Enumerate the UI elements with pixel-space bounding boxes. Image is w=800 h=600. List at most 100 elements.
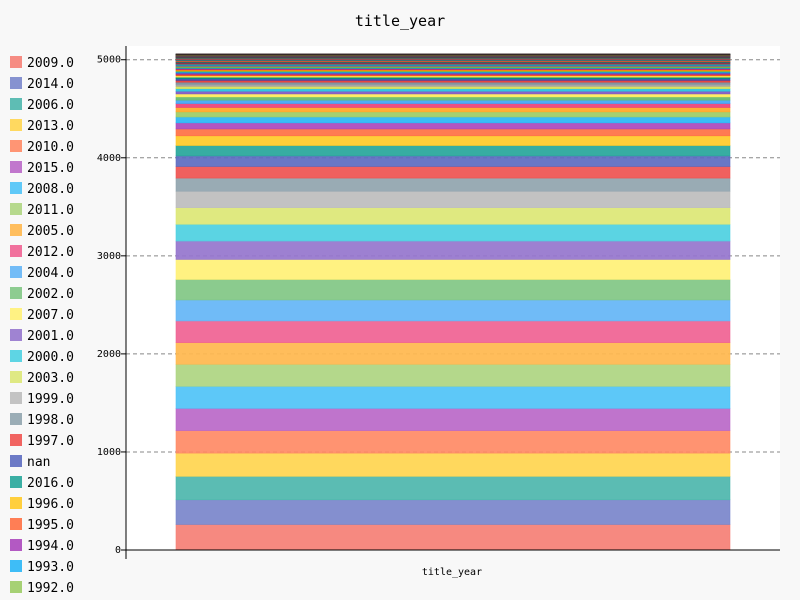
bar-segment — [175, 155, 731, 167]
legend-swatch — [10, 518, 22, 530]
legend-label: 2010.0 — [27, 140, 74, 155]
legend-label: 2001.0 — [27, 329, 74, 344]
bar-segment — [175, 96, 731, 101]
legend-label: 2016.0 — [27, 476, 74, 491]
bar-segment — [175, 122, 731, 130]
chart-title: title_year — [355, 12, 445, 30]
legend-label: 2009.0 — [27, 56, 74, 71]
y-tick-label: 4000 — [97, 153, 121, 164]
legend-label: 2012.0 — [27, 245, 74, 260]
bar-segment — [175, 145, 731, 157]
legend-label: nan — [27, 455, 50, 470]
legend-swatch — [10, 308, 22, 320]
bar-segment — [175, 128, 731, 137]
bar-segment — [175, 386, 731, 409]
bar-segment — [175, 452, 731, 477]
bar-segment — [175, 93, 731, 98]
legend-label: 1997.0 — [27, 434, 74, 449]
bar-segment — [175, 524, 731, 551]
bar-segment — [175, 103, 731, 108]
bar-segment — [175, 53, 731, 55]
legend-swatch — [10, 476, 22, 488]
y-tick-label: 1000 — [97, 447, 121, 458]
legend-swatch — [10, 560, 22, 572]
bar-segment — [175, 111, 731, 118]
bar-segment — [175, 177, 731, 192]
bar-segment — [175, 190, 731, 208]
legend-swatch — [10, 434, 22, 446]
legend-swatch — [10, 119, 22, 131]
bar-segment — [175, 207, 731, 225]
legend-label: 2008.0 — [27, 182, 74, 197]
legend-label: 1993.0 — [27, 560, 74, 575]
legend-swatch — [10, 182, 22, 194]
legend-label: 2002.0 — [27, 287, 74, 302]
bar-segment — [175, 476, 731, 501]
legend-swatch — [10, 497, 22, 509]
legend-label: 1999.0 — [27, 392, 74, 407]
bar-segment — [175, 342, 731, 365]
legend-label: 2015.0 — [27, 161, 74, 176]
legend-label: 2006.0 — [27, 98, 74, 113]
bar-segment — [175, 320, 731, 343]
legend-label: 2003.0 — [27, 371, 74, 386]
bar-segment — [175, 408, 731, 431]
bar-segment — [175, 99, 731, 104]
bar-segment — [175, 135, 731, 146]
legend-swatch — [10, 392, 22, 404]
bar-segment — [175, 86, 731, 89]
legend-label: 2011.0 — [27, 203, 74, 218]
legend-swatch — [10, 203, 22, 215]
legend: 2009.0 2014.0 2006.0 2013.0 2010.0 2015.0 2008… — [10, 56, 74, 596]
y-tick-label: 5000 — [97, 55, 121, 66]
legend-swatch — [10, 77, 22, 89]
legend-swatch — [10, 329, 22, 341]
legend-label: 2005.0 — [27, 224, 74, 239]
bar-segment — [175, 240, 731, 260]
y-axis-ticks: 0 1000 2000 3000 4000 5000 — [97, 55, 126, 556]
legend-label: 1994.0 — [27, 539, 74, 554]
y-tick-label: 2000 — [97, 349, 121, 360]
legend-swatch — [10, 539, 22, 551]
legend-label: 2013.0 — [27, 119, 74, 134]
bar-segment — [175, 83, 731, 87]
legend-swatch — [10, 413, 22, 425]
y-tick-label: 0 — [115, 545, 121, 556]
legend-swatch — [10, 161, 22, 173]
legend-swatch — [10, 224, 22, 236]
legend-label: 1995.0 — [27, 518, 74, 533]
bar-segment — [175, 259, 731, 280]
legend-swatch — [10, 56, 22, 68]
legend-swatch — [10, 140, 22, 152]
bar-segment — [175, 299, 731, 322]
legend-label: 2000.0 — [27, 350, 74, 365]
bar-segment — [175, 223, 731, 242]
legend-label: 2014.0 — [27, 77, 74, 92]
legend-swatch — [10, 98, 22, 110]
bar-segment — [175, 363, 731, 387]
bar-segment — [175, 107, 731, 113]
legend-label: 2007.0 — [27, 308, 74, 323]
legend-label: 1996.0 — [27, 497, 74, 512]
bar-segments — [175, 53, 731, 551]
bar-segment — [175, 88, 731, 92]
bar-segment — [175, 116, 731, 124]
bar-segment — [175, 279, 731, 301]
legend-label: 1992.0 — [27, 581, 74, 596]
legend-swatch — [10, 455, 22, 467]
legend-swatch — [10, 371, 22, 383]
legend-swatch — [10, 581, 22, 593]
legend-swatch — [10, 266, 22, 278]
y-tick-label: 3000 — [97, 251, 121, 262]
legend-swatch — [10, 245, 22, 257]
legend-swatch — [10, 287, 22, 299]
legend-swatch — [10, 350, 22, 362]
x-axis-label: title_year — [422, 567, 482, 578]
bar-segment — [175, 90, 731, 95]
bar-segment — [175, 166, 731, 179]
bar-segment — [175, 430, 731, 454]
bar-segment — [175, 499, 731, 525]
legend-label: 2004.0 — [27, 266, 74, 281]
legend-label: 1998.0 — [27, 413, 74, 428]
